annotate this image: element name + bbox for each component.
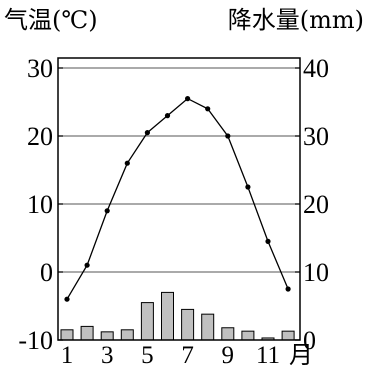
month-tick-label: 1	[61, 342, 74, 369]
temperature-curve	[66, 97, 289, 300]
temperature-point-9	[225, 133, 231, 139]
month-tick-label: 9	[222, 342, 235, 369]
plot-frame	[57, 57, 301, 341]
temperature-tick-label: -10	[18, 326, 53, 355]
precipitation-bar-9	[221, 327, 235, 341]
temperature-tick-label: 0	[40, 258, 53, 287]
temperature-point-4	[124, 160, 130, 166]
temperature-point-8	[205, 106, 211, 112]
temperature-tick-label: 10	[27, 190, 53, 219]
temperature-point-10	[245, 184, 251, 190]
precipitation-axis-title: 降水量(mm)	[228, 6, 364, 34]
precipitation-bar-12	[281, 330, 295, 341]
temperature-point-11	[265, 238, 271, 244]
temperature-point-5	[144, 130, 150, 136]
axis-ticks: -10 0 10 20 30 0 10 20 30 40 1 3 5 7 9 11	[18, 54, 329, 369]
precipitation-tick-label: 10	[303, 258, 329, 287]
precipitation-bar-2	[80, 325, 94, 341]
month-tick-label: 11	[256, 342, 280, 369]
precipitation-bar-6	[161, 291, 174, 341]
temperature-point-3	[104, 208, 110, 214]
temperature-axis-title: 气温(℃)	[4, 6, 98, 34]
month-tick-label: 7	[181, 342, 194, 369]
month-tick-label: 3	[101, 342, 114, 369]
precipitation-bar-10	[241, 330, 255, 341]
temperature-line	[64, 96, 291, 302]
x-unit-label: 月	[289, 341, 313, 369]
precipitation-bar-3	[100, 331, 114, 341]
precipitation-tick-label: 30	[303, 122, 329, 151]
temperature-tick-label: 30	[27, 54, 53, 83]
temperature-point-2	[84, 262, 90, 268]
temperature-point-12	[285, 286, 291, 292]
temperature-point-1	[64, 296, 70, 302]
precipitation-bar-5	[140, 302, 154, 341]
temperature-tick-label: 20	[27, 122, 53, 151]
temperature-point-6	[164, 113, 171, 119]
precipitation-tick-label: 40	[303, 54, 329, 83]
temperature-point-7	[185, 96, 191, 102]
precipitation-bar-1	[60, 329, 74, 341]
precipitation-tick-label: 20	[303, 190, 329, 219]
precipitation-bar-8	[201, 313, 215, 341]
precipitation-bar-4	[120, 329, 134, 341]
precipitation-bar-7	[181, 308, 195, 341]
precipitation-tick-label: 0	[303, 326, 316, 355]
gridlines	[58, 67, 300, 273]
month-tick-label: 5	[141, 342, 154, 369]
precipitation-bars	[60, 291, 295, 341]
